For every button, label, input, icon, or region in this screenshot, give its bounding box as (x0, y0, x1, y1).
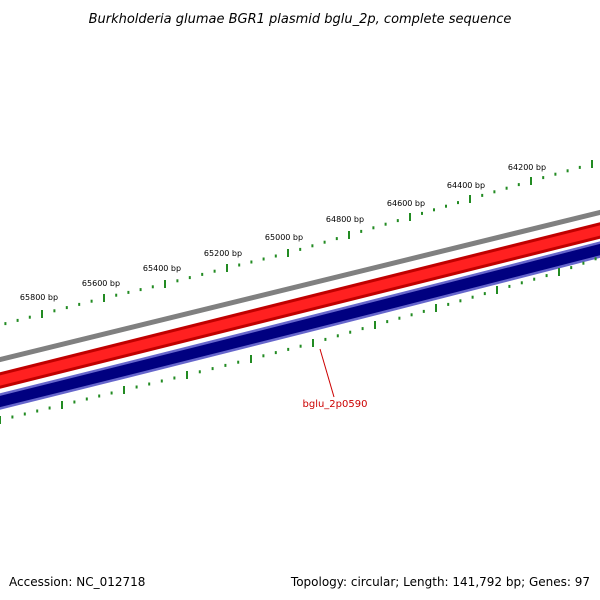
outer-tick-label: 65400 bp (143, 264, 181, 273)
reverse-strand-track (0, 243, 600, 408)
gene-label-bglu-2p0590: bglu_2p0590 (303, 399, 368, 410)
outer-tick-labels: 64200 bp 64400 bp 64600 bp 64800 bp 65000 bp… (20, 163, 546, 302)
outer-tick-label: 64600 bp (387, 199, 425, 208)
outer-tick-label: 65800 bp (20, 293, 58, 302)
forward-strand-track (0, 225, 600, 386)
outer-tick-label: 65200 bp (204, 249, 242, 258)
outer-tick-label: 64400 bp (447, 181, 485, 190)
genome-summary: Topology: circular; Length: 141,792 bp; … (290, 575, 590, 589)
accession-label: Accession: NC_012718 (9, 575, 146, 589)
gene-label-leader (319, 348, 335, 398)
outer-tick-ring (4, 160, 593, 326)
backbone-ring (0, 209, 600, 363)
map-title: Burkholderia glumae BGR1 plasmid bglu_2p… (89, 12, 512, 27)
outer-tick-label: 64800 bp (326, 215, 364, 224)
outer-tick-label: 65000 bp (265, 233, 303, 242)
outer-tick-label: 65600 bp (82, 279, 120, 288)
inner-tick-ring (0, 257, 597, 424)
outer-tick-label: 64200 bp (508, 163, 546, 172)
